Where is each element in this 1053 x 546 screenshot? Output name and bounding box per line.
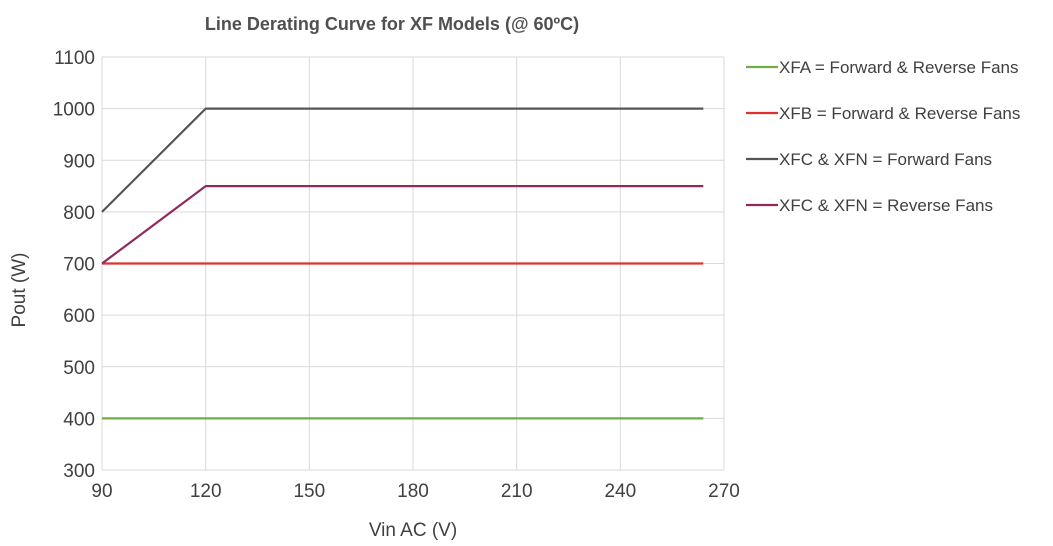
x-axis-ticks: 90 120 150 180 210 240 270 xyxy=(91,481,739,502)
chart-title: Line Derating Curve for XF Models (@ 60º… xyxy=(205,14,579,34)
y-tick-label: 1100 xyxy=(54,48,95,69)
y-axis-ticks: 300 400 500 600 700 800 900 1000 1100 xyxy=(53,48,95,482)
y-tick-label: 1000 xyxy=(53,100,95,121)
y-tick-label: 400 xyxy=(63,409,95,430)
y-tick-label: 300 xyxy=(63,461,95,482)
series-lines xyxy=(101,107,704,420)
legend-label: XFB = Forward & Reverse Fans xyxy=(779,104,1020,123)
x-axis-label: Vin AC (V) xyxy=(369,520,457,541)
y-tick-label: 900 xyxy=(63,151,95,172)
x-tick-label: 90 xyxy=(91,481,112,502)
legend-label: XFA = Forward & Reverse Fans xyxy=(779,58,1019,77)
x-tick-label: 120 xyxy=(190,481,222,502)
x-tick-label: 240 xyxy=(604,481,636,502)
y-tick-label: 500 xyxy=(63,358,95,379)
y-tick-label: 800 xyxy=(63,203,95,224)
legend: XFA = Forward & Reverse Fans XFB = Forwar… xyxy=(746,58,1020,215)
y-tick-label: 700 xyxy=(63,255,95,276)
x-tick-label: 180 xyxy=(397,481,429,502)
x-tick-label: 150 xyxy=(293,481,325,502)
x-tick-label: 270 xyxy=(708,481,740,502)
series-line xyxy=(101,185,704,265)
y-tick-label: 600 xyxy=(63,306,95,327)
legend-label: XFC & XFN = Reverse Fans xyxy=(779,196,993,215)
series-line xyxy=(101,107,704,213)
y-axis-label: Pout (W) xyxy=(9,253,30,328)
legend-label: XFC & XFN = Forward Fans xyxy=(779,150,992,169)
x-tick-label: 210 xyxy=(501,481,533,502)
